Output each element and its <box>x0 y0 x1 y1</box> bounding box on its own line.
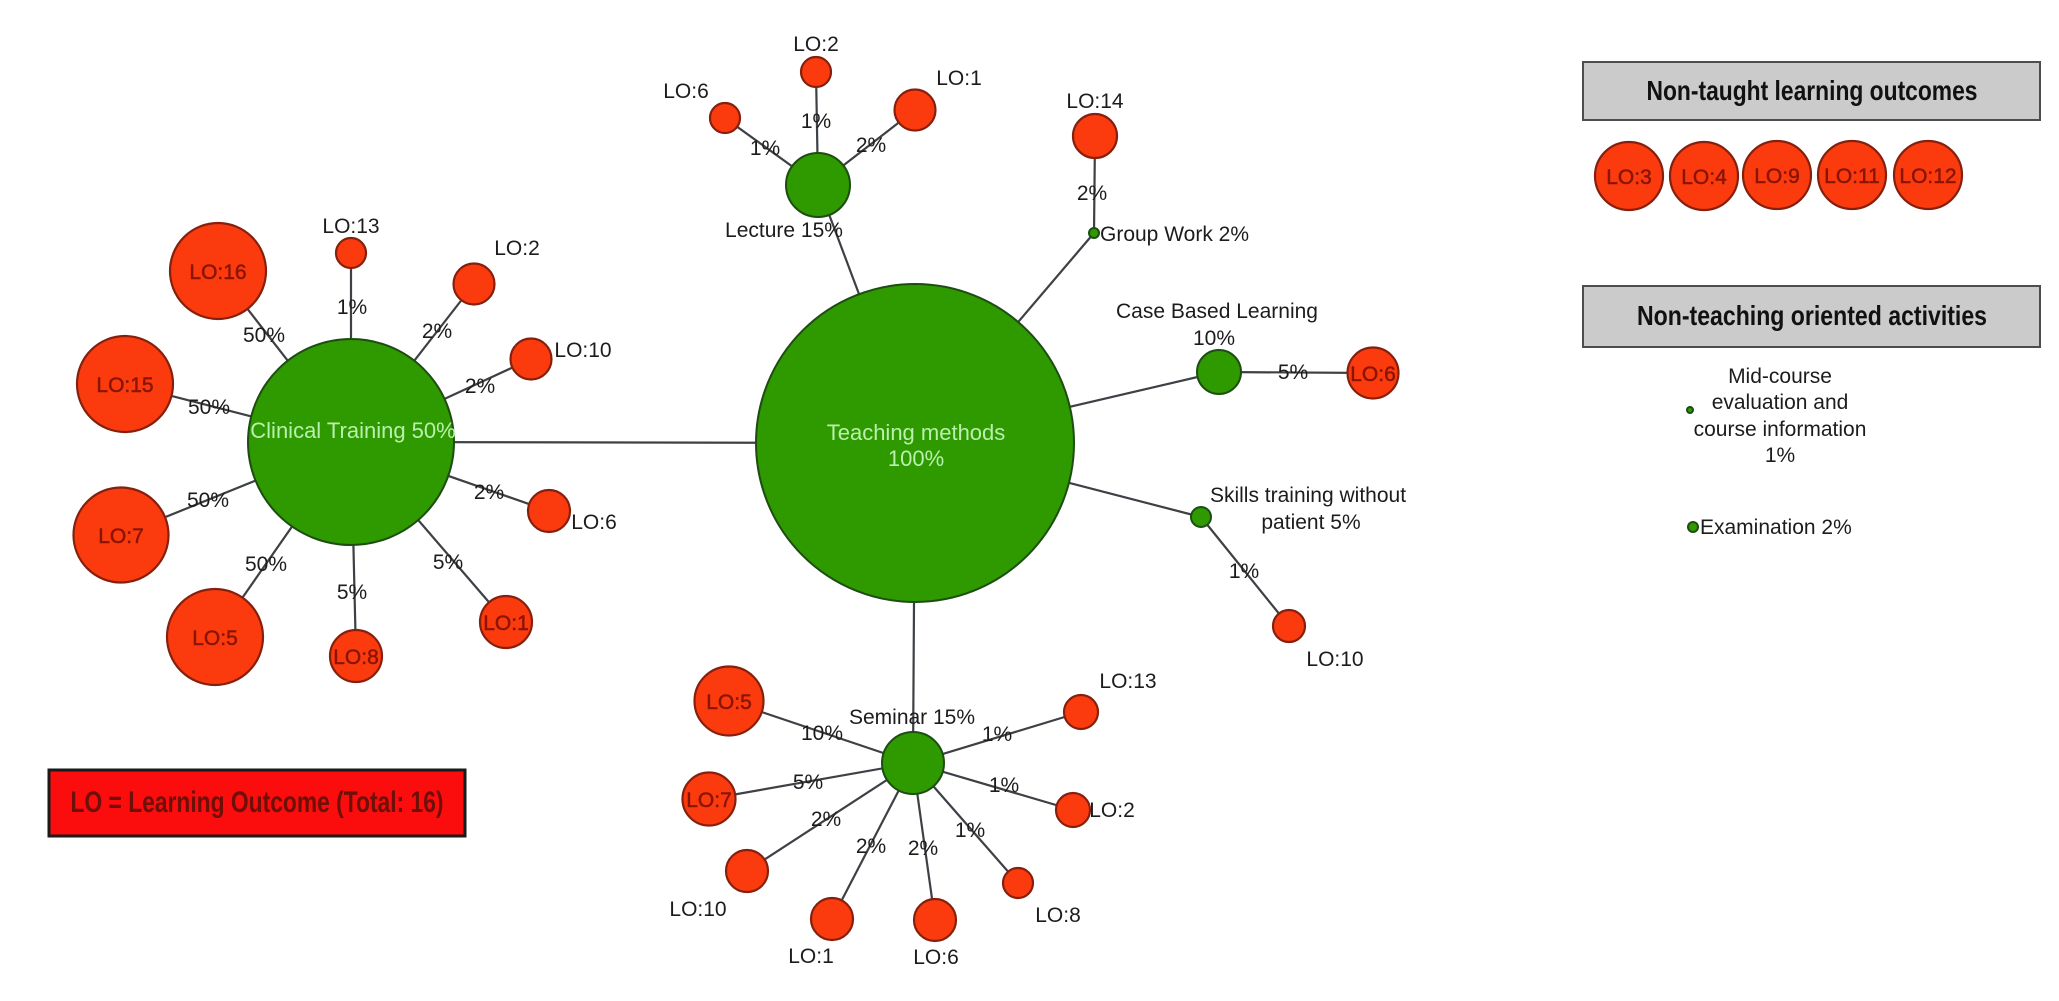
svg-text:LO:13: LO:13 <box>322 215 379 238</box>
svg-text:Clinical Training 50%: Clinical Training 50% <box>250 418 455 443</box>
svg-text:Skills training without: Skills training without <box>1210 484 1406 507</box>
svg-text:patient 5%: patient 5% <box>1261 511 1360 534</box>
svg-text:LO = Learning Outcome (Total:: LO = Learning Outcome (Total: 16) <box>71 786 444 819</box>
svg-text:Non-teaching oriented activiti: Non-teaching oriented activities <box>1637 300 1987 331</box>
svg-text:1%: 1% <box>1229 560 1259 583</box>
svg-text:Case Based Learning: Case Based Learning <box>1116 300 1318 323</box>
svg-text:Seminar 15%: Seminar 15% <box>849 706 975 729</box>
svg-text:LO:16: LO:16 <box>189 261 246 284</box>
svg-text:LO:2: LO:2 <box>1089 799 1135 822</box>
svg-text:LO:10: LO:10 <box>1306 648 1363 671</box>
svg-text:LO:11: LO:11 <box>1824 165 1880 188</box>
svg-text:evaluation and: evaluation and <box>1712 391 1849 414</box>
svg-text:2%: 2% <box>474 481 504 504</box>
svg-text:1%: 1% <box>801 110 831 133</box>
svg-text:LO:8: LO:8 <box>333 646 379 669</box>
svg-text:Non-taught learning outcomes: Non-taught learning outcomes <box>1647 75 1978 106</box>
svg-text:LO:5: LO:5 <box>192 627 238 650</box>
svg-text:LO:14: LO:14 <box>1066 90 1124 113</box>
svg-text:Lecture 15%: Lecture 15% <box>725 219 843 242</box>
svg-text:LO:6: LO:6 <box>663 80 709 103</box>
svg-text:Teaching methods: Teaching methods <box>827 420 1006 445</box>
svg-text:LO:4: LO:4 <box>1681 166 1727 189</box>
svg-text:10%: 10% <box>1193 327 1235 350</box>
svg-text:LO:6: LO:6 <box>913 946 959 969</box>
svg-text:LO:1: LO:1 <box>788 945 834 968</box>
svg-text:10%: 10% <box>801 722 843 745</box>
svg-text:LO:13: LO:13 <box>1099 670 1156 693</box>
svg-text:Examination 2%: Examination 2% <box>1700 516 1852 539</box>
svg-text:2%: 2% <box>908 837 938 860</box>
svg-text:2%: 2% <box>465 375 495 398</box>
svg-text:LO:1: LO:1 <box>483 612 529 635</box>
svg-text:5%: 5% <box>433 551 463 574</box>
svg-text:course information: course information <box>1694 418 1867 441</box>
svg-text:2%: 2% <box>856 134 886 157</box>
svg-text:LO:10: LO:10 <box>554 339 611 362</box>
svg-text:50%: 50% <box>187 489 229 512</box>
svg-text:LO:12: LO:12 <box>1899 165 1956 188</box>
svg-text:2%: 2% <box>422 320 452 343</box>
svg-text:1%: 1% <box>989 774 1019 797</box>
svg-text:1%: 1% <box>982 723 1012 746</box>
svg-text:2%: 2% <box>856 835 886 858</box>
svg-text:5%: 5% <box>793 771 823 794</box>
svg-text:2%: 2% <box>1077 182 1107 205</box>
svg-text:1%: 1% <box>955 819 985 842</box>
svg-text:LO:5: LO:5 <box>706 691 752 714</box>
svg-text:100%: 100% <box>888 446 944 471</box>
svg-text:LO:6: LO:6 <box>1350 363 1396 386</box>
svg-text:1%: 1% <box>337 296 367 319</box>
svg-text:50%: 50% <box>243 324 285 347</box>
svg-text:LO:7: LO:7 <box>98 525 144 548</box>
svg-text:50%: 50% <box>188 396 230 419</box>
svg-text:LO:2: LO:2 <box>494 237 540 260</box>
svg-text:5%: 5% <box>1278 361 1308 384</box>
svg-text:50%: 50% <box>245 553 287 576</box>
svg-text:2%: 2% <box>811 808 841 831</box>
svg-text:LO:3: LO:3 <box>1606 166 1652 189</box>
svg-text:LO:8: LO:8 <box>1035 904 1081 927</box>
svg-text:LO:10: LO:10 <box>669 898 726 921</box>
svg-text:Group Work 2%: Group Work 2% <box>1100 223 1249 246</box>
svg-text:5%: 5% <box>337 581 367 604</box>
svg-text:Mid-course: Mid-course <box>1728 365 1832 388</box>
svg-text:1%: 1% <box>750 137 780 160</box>
svg-text:LO:6: LO:6 <box>571 511 617 534</box>
svg-text:LO:2: LO:2 <box>793 33 839 56</box>
svg-text:LO:9: LO:9 <box>1754 165 1800 188</box>
svg-text:1%: 1% <box>1765 444 1795 467</box>
svg-text:LO:15: LO:15 <box>96 374 153 397</box>
svg-text:LO:1: LO:1 <box>936 67 982 90</box>
svg-text:LO:7: LO:7 <box>686 789 732 812</box>
